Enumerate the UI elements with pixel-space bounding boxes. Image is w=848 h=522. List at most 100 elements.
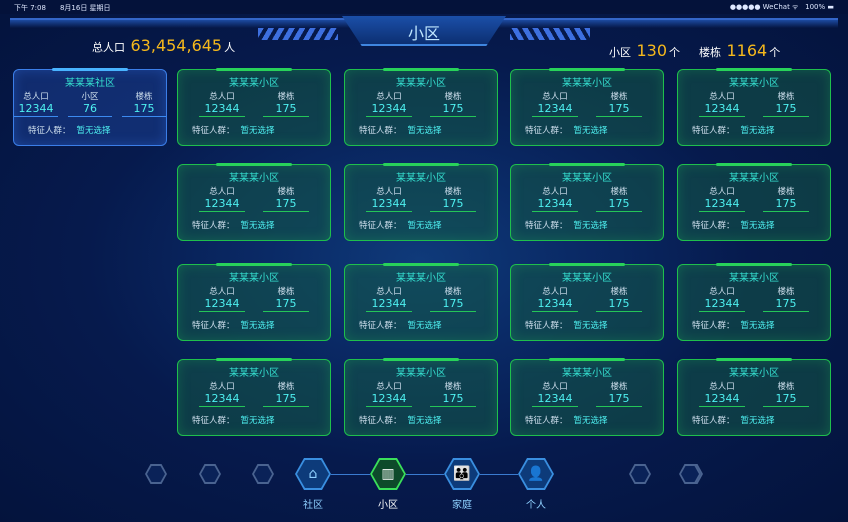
estate-stat-buildings: 楼栋 175 [763,187,809,212]
status-bar: 下午 7:08 8月16日 星期日 ●●●●● WeChat ᯤ 100% ▬ [0,0,848,14]
estate-count-label: 小区 [609,46,631,59]
estate-card[interactable]: 某某某小区 总人口 12344 楼栋 175 特征人群： 暂无选择 [510,68,664,146]
estate-card[interactable]: 某某某小区 总人口 12344 楼栋 175 特征人群： 暂无选择 [510,358,664,436]
stat-value: 175 [596,392,642,407]
estate-stat-population: 总人口 12344 [366,287,412,312]
feature-label: 特征人群： [692,221,735,231]
estate-feature: 特征人群： 暂无选择 [525,414,663,426]
estate-name: 某某某小区 [229,173,279,184]
feature-value[interactable]: 暂无选择 [740,221,775,231]
nav-label[interactable]: 社区 [303,500,323,511]
stat-label: 总人口 [709,382,735,392]
feature-label: 特征人群： [359,126,402,136]
stat-value: 12344 [699,297,745,312]
estate-feature: 特征人群： 暂无选择 [192,319,330,331]
feature-value[interactable]: 暂无选择 [240,126,275,136]
feature-value[interactable]: 暂无选择 [240,321,275,331]
stat-value: 175 [430,392,476,407]
feature-value[interactable]: 暂无选择 [740,126,775,136]
stat-value: 12344 [14,102,58,117]
estate-card[interactable]: 某某某小区 总人口 12344 楼栋 175 特征人群： 暂无选择 [677,163,831,241]
stat-value: 175 [596,197,642,212]
total-population: 总人口 63,454,645 人 [92,36,235,55]
estate-feature: 特征人群： 暂无选择 [692,124,830,136]
estate-stat-population: 总人口 12344 [199,187,245,212]
estate-name: 某某某小区 [562,78,612,89]
estate-stat-buildings: 楼栋 175 [430,92,476,117]
feature-value[interactable]: 暂无选择 [740,321,775,331]
estate-stat-population: 总人口 12344 [532,382,578,407]
status-date: 8月16日 星期日 [59,4,111,12]
estate-stat-population: 总人口 12344 [532,187,578,212]
building-count-value: 1164 [726,41,768,60]
estate-card[interactable]: 某某某小区 总人口 12344 楼栋 175 特征人群： 暂无选择 [177,163,331,241]
estate-card[interactable]: 某某某小区 总人口 12344 楼栋 175 特征人群： 暂无选择 [677,263,831,341]
population-label: 总人口 [92,41,125,54]
estate-feature: 特征人群： 暂无选择 [525,124,663,136]
community-card[interactable]: 某某某社区 总人口 12344 小区 76 楼栋 175 特征人群： 暂无选择 [13,68,167,146]
community-feature: 特征人群： 暂无选择 [28,124,166,136]
stat-value: 175 [596,102,642,117]
estate-stat-population: 总人口 12344 [366,92,412,117]
feature-label: 特征人群： [192,416,235,426]
stat-label: 总人口 [376,92,402,102]
estate-card[interactable]: 某某某小区 总人口 12344 楼栋 175 特征人群： 暂无选择 [177,263,331,341]
feature-value[interactable]: 暂无选择 [240,416,275,426]
estate-card[interactable]: 某某某小区 总人口 12344 楼栋 175 特征人群： 暂无选择 [344,163,498,241]
stat-value: 175 [263,197,309,212]
estate-card[interactable]: 某某某小区 总人口 12344 楼栋 175 特征人群： 暂无选择 [677,68,831,146]
feature-value[interactable]: 暂无选择 [573,126,608,136]
feature-value[interactable]: 暂无选择 [573,221,608,231]
building-count: 楼栋 1164 个 [699,41,780,60]
nav-label[interactable]: 家庭 [452,500,472,511]
estate-stat-population: 总人口 12344 [699,382,745,407]
estate-name: 某某某小区 [729,273,779,284]
feature-value[interactable]: 暂无选择 [407,221,442,231]
nav-connector [406,474,444,475]
stat-label: 楼栋 [277,92,295,102]
estate-stat-population: 总人口 12344 [199,287,245,312]
status-time: 下午 7:08 [14,4,46,12]
estate-card[interactable]: 某某某小区 总人口 12344 楼栋 175 特征人群： 暂无选择 [344,263,498,341]
feature-value[interactable]: 暂无选择 [407,126,442,136]
feature-value[interactable]: 暂无选择 [240,221,275,231]
estate-card[interactable]: 某某某小区 总人口 12344 楼栋 175 特征人群： 暂无选择 [677,358,831,436]
stat-value: 12344 [699,197,745,212]
nav-label[interactable]: 个人 [526,500,546,511]
nav-label[interactable]: 小区 [378,500,398,511]
population-value: 63,454,645 [130,36,223,55]
feature-value[interactable]: 暂无选择 [76,126,111,136]
estate-name: 某某某小区 [729,78,779,89]
stat-label: 楼栋 [777,92,795,102]
estate-card[interactable]: 某某某小区 总人口 12344 楼栋 175 特征人群： 暂无选择 [177,358,331,436]
stat-label: 楼栋 [277,187,295,197]
estate-card[interactable]: 某某某小区 总人口 12344 楼栋 175 特征人群： 暂无选择 [510,263,664,341]
nav-item-1[interactable]: ▥ [370,458,406,490]
feature-value[interactable]: 暂无选择 [407,321,442,331]
estate-stat-population: 总人口 12344 [532,287,578,312]
estate-card[interactable]: 某某某小区 总人口 12344 楼栋 175 特征人群： 暂无选择 [344,68,498,146]
header: 小区 [0,16,848,46]
estate-name: 某某某小区 [396,273,446,284]
estate-feature: 特征人群： 暂无选择 [192,124,330,136]
estate-card[interactable]: 某某某小区 总人口 12344 楼栋 175 特征人群： 暂无选择 [344,358,498,436]
nav-item-3[interactable]: 👤 [518,458,554,490]
feature-value[interactable]: 暂无选择 [573,416,608,426]
estate-name: 某某某小区 [562,368,612,379]
stat-label: 总人口 [542,287,568,297]
nav-item-0[interactable]: ⌂ [295,458,331,490]
feature-value[interactable]: 暂无选择 [740,416,775,426]
estate-feature: 特征人群： 暂无选择 [692,414,830,426]
estate-card[interactable]: 某某某小区 总人口 12344 楼栋 175 特征人群： 暂无选择 [510,163,664,241]
estate-stat-buildings: 楼栋 175 [763,287,809,312]
stat-value: 12344 [366,392,412,407]
stat-value: 12344 [199,297,245,312]
header-title-plate [342,16,506,46]
feature-label: 特征人群： [525,321,568,331]
nav-placeholder-hex-icon [629,464,651,484]
feature-value[interactable]: 暂无选择 [407,416,442,426]
estate-card[interactable]: 某某某小区 总人口 12344 楼栋 175 特征人群： 暂无选择 [177,68,331,146]
header-stripes-right [510,28,590,40]
feature-value[interactable]: 暂无选择 [573,321,608,331]
nav-item-2[interactable]: 👪 [444,458,480,490]
